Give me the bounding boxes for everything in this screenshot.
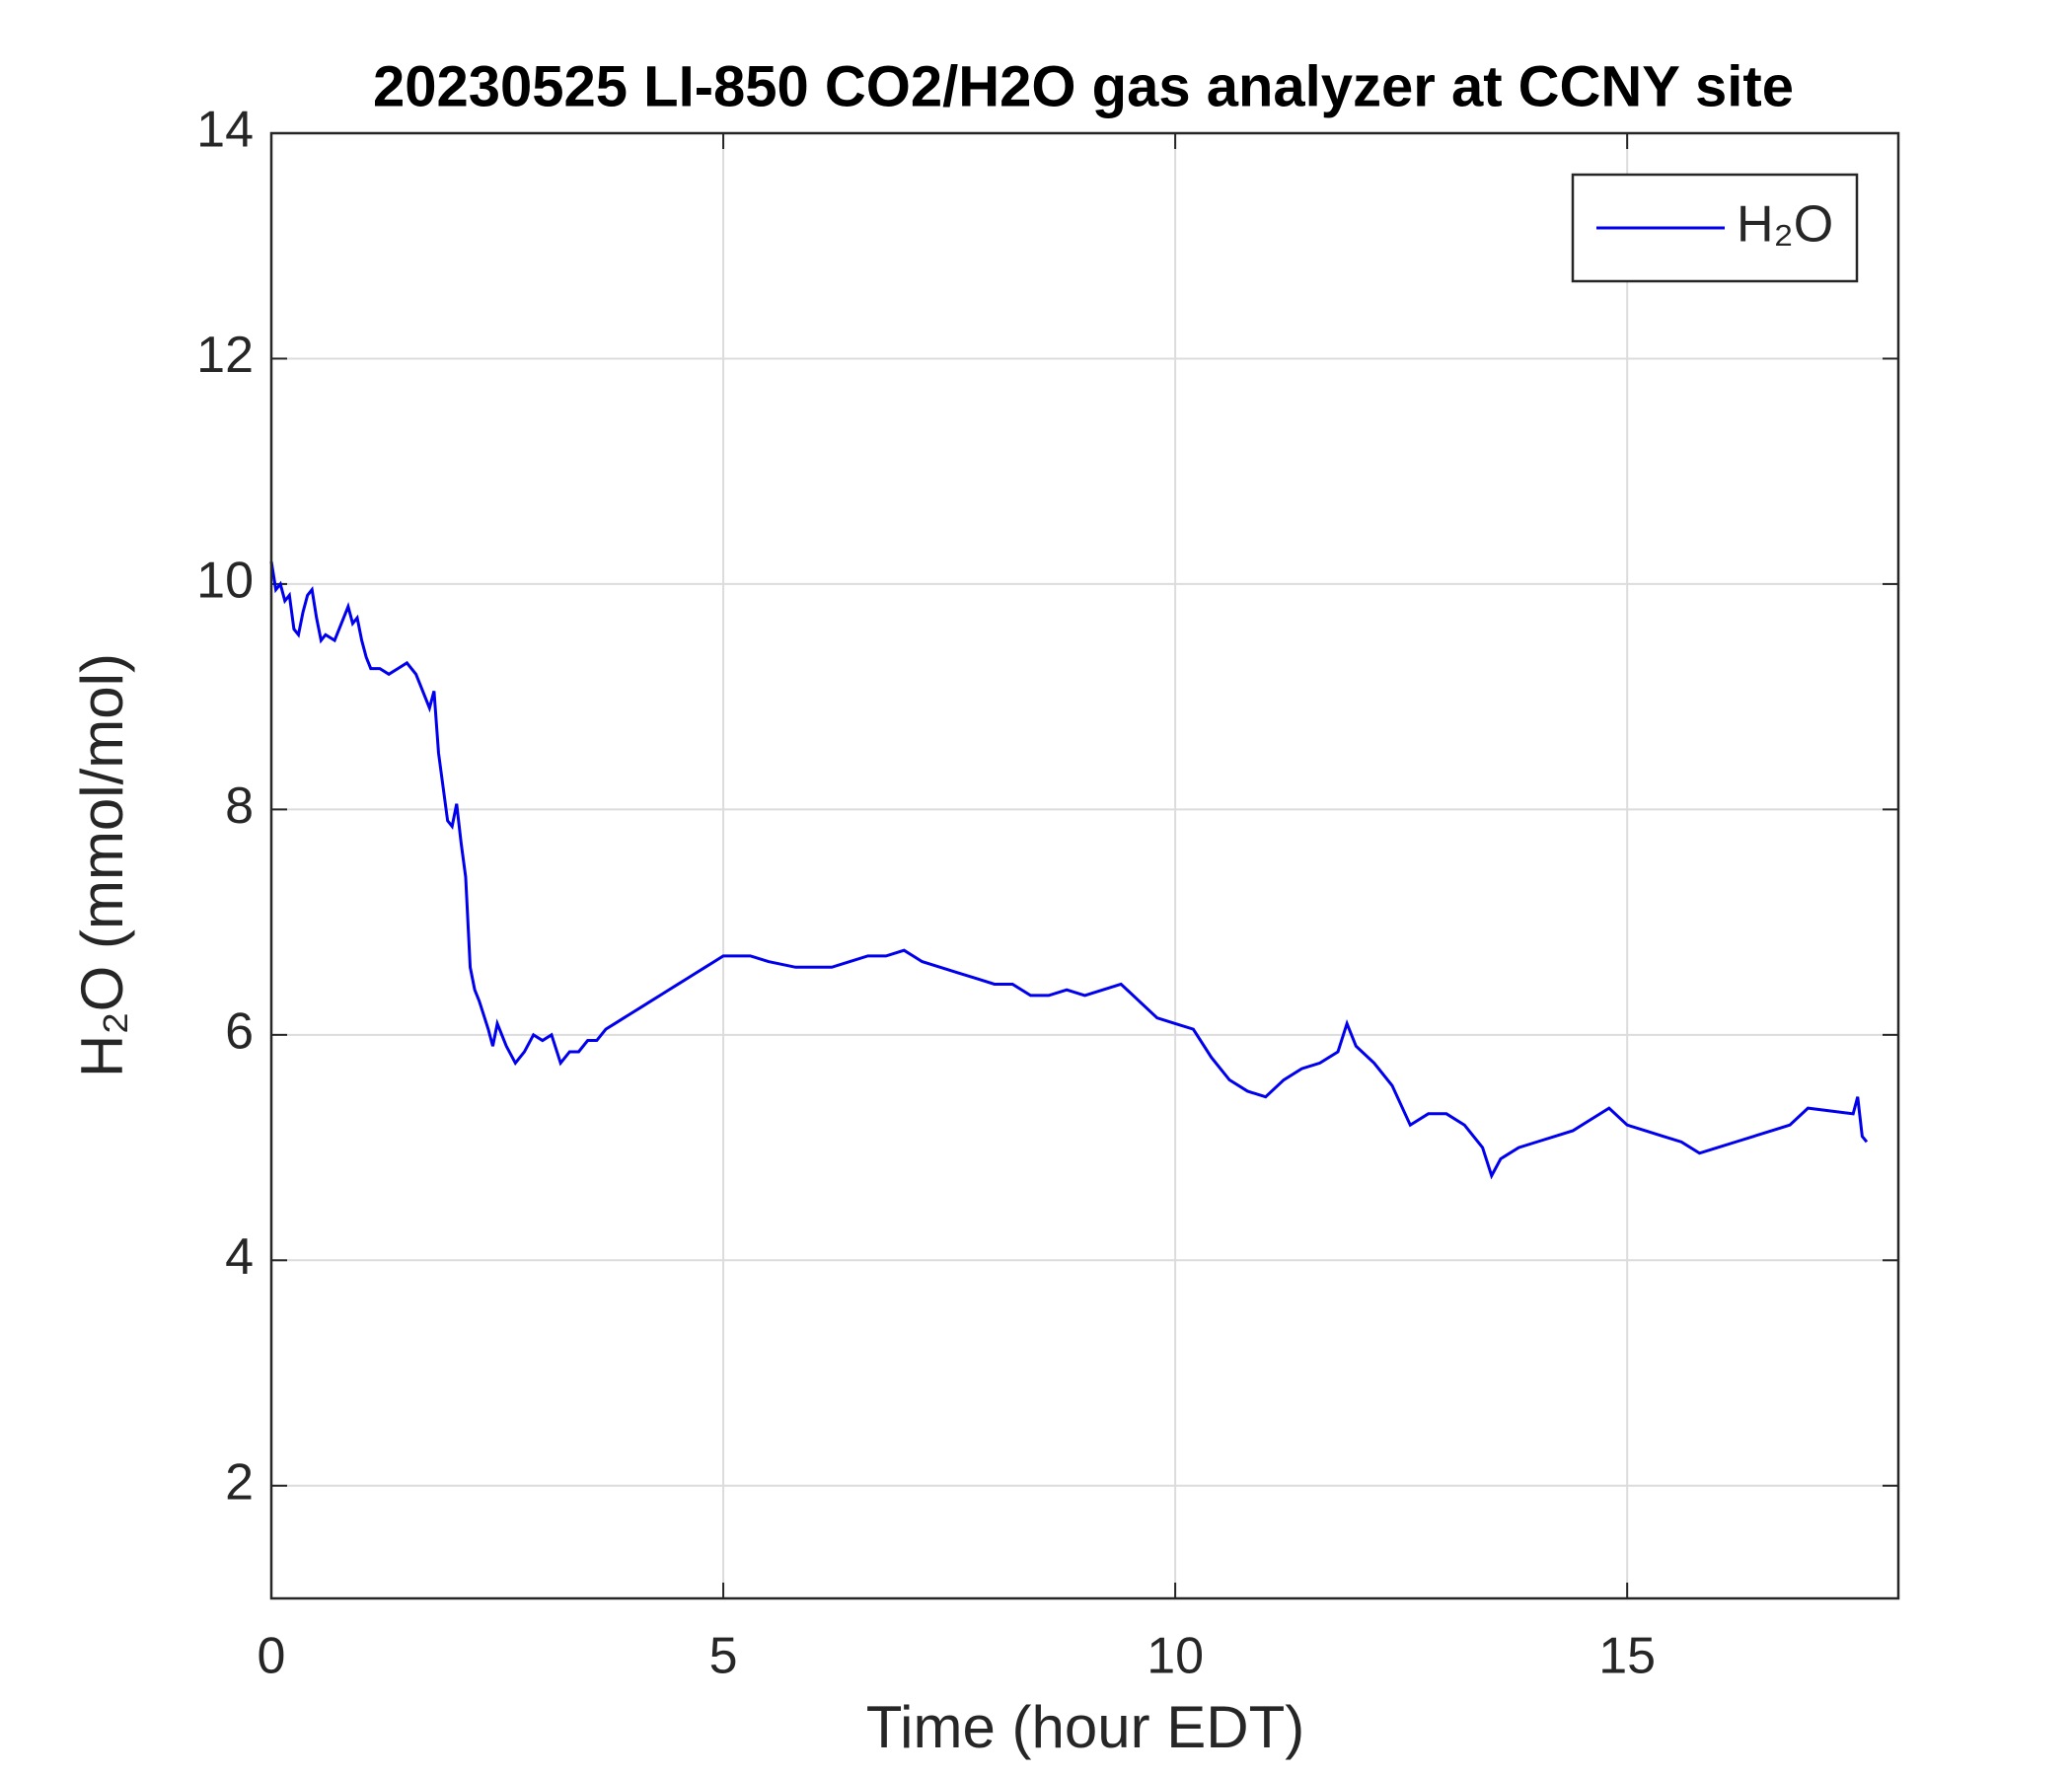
y-tick-label: 8 — [225, 777, 254, 835]
x-tick-label: 15 — [1598, 1628, 1656, 1685]
y-tick-label: 6 — [225, 1003, 254, 1061]
x-axis-label: Time (hour EDT) — [866, 1694, 1305, 1760]
chart-title: 20230525 LI-850 CO2/H2O gas analyzer at … — [373, 54, 1794, 118]
x-tick-label: 10 — [1147, 1628, 1204, 1685]
x-tick-label: 5 — [709, 1628, 738, 1685]
legend-label: H₂O — [1737, 196, 1833, 254]
y-tick-label: 12 — [196, 327, 254, 384]
y-tick-label: 10 — [196, 553, 254, 610]
y-axis-label: H₂O (mmol/mol) — [69, 653, 135, 1077]
data-line — [269, 560, 1869, 1180]
y-tick-label: 4 — [225, 1228, 254, 1286]
y-tick-label: 2 — [225, 1454, 254, 1512]
x-tick-label: 0 — [258, 1628, 286, 1685]
y-tick-label: 14 — [196, 102, 254, 159]
plot-frame — [269, 131, 1900, 1600]
